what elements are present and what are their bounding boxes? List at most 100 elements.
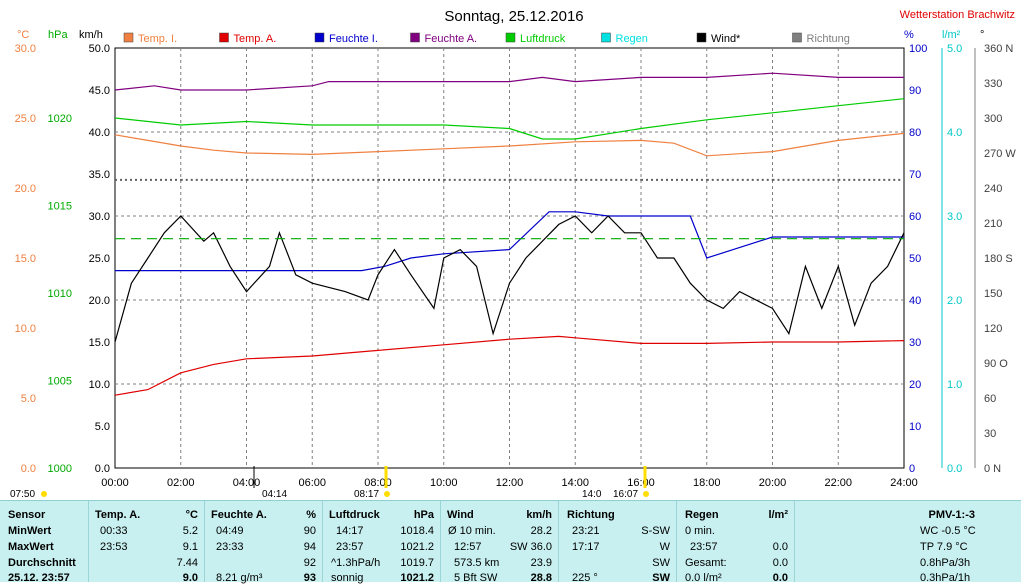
row-label-max: MaxWert bbox=[8, 541, 54, 553]
regen-total: 0.0 bbox=[772, 557, 788, 569]
direction-tick: 240 bbox=[984, 183, 1002, 195]
richtung-avg: SW bbox=[652, 557, 670, 569]
direction-tick: 30 bbox=[984, 428, 996, 440]
humidity-tick: 90 bbox=[909, 85, 921, 97]
time-tick: 08:00 bbox=[364, 477, 392, 489]
direction-tick: 300 bbox=[984, 113, 1002, 125]
sensor-header: Sensor bbox=[8, 509, 46, 521]
wind-avg10: 28.2 bbox=[530, 525, 552, 537]
unit-wind: km/h bbox=[79, 29, 103, 41]
direction-tick: 150 bbox=[984, 288, 1002, 300]
temp-a-min: 5.2 bbox=[182, 525, 198, 537]
legend-swatch bbox=[123, 32, 134, 43]
wind-tick: 20.0 bbox=[89, 295, 110, 307]
direction-tick: 90 O bbox=[984, 358, 1008, 370]
unit-temp: °C bbox=[17, 29, 29, 41]
luftdruck-min-time: 14:17 bbox=[336, 525, 364, 537]
luftdruck-trend: ^1.3hPa/h bbox=[331, 557, 381, 569]
pressure-tick: 1010 bbox=[48, 288, 72, 300]
direction-tick: 120 bbox=[984, 323, 1002, 335]
regen-header: Regen bbox=[685, 509, 719, 521]
humidity-tick: 80 bbox=[909, 127, 921, 139]
time-tick: 12:00 bbox=[496, 477, 524, 489]
legend-label: Wind* bbox=[711, 33, 741, 45]
time-tick: 00:00 bbox=[101, 477, 129, 489]
richtung-max-time: 17:17 bbox=[572, 541, 600, 553]
unit-direction: ° bbox=[980, 29, 984, 41]
sun-icon bbox=[643, 491, 649, 497]
direction-tick: 180 S bbox=[984, 253, 1013, 265]
legend-label: Temp. A. bbox=[234, 33, 277, 45]
wind-tick: 15.0 bbox=[89, 337, 110, 349]
richtung-degrees: 225 ° bbox=[572, 572, 598, 584]
legend-label: Feuchte A. bbox=[425, 33, 478, 45]
legend-swatch bbox=[792, 32, 802, 43]
rain-tick: 2.0 bbox=[947, 295, 962, 307]
temp-tick: 15.0 bbox=[15, 253, 36, 265]
rain-tick: 0.0 bbox=[947, 463, 962, 475]
luftdruck-current: 1021.2 bbox=[400, 572, 434, 584]
regen-current: 0.0 bbox=[772, 572, 788, 584]
temp-a-avg: 7.44 bbox=[176, 557, 198, 569]
legend-swatch bbox=[410, 32, 420, 43]
richtung-max: W bbox=[659, 541, 670, 553]
legend-label: Feuchte I. bbox=[329, 33, 378, 45]
time-tick: 14:00 bbox=[561, 477, 589, 489]
rain-tick: 5.0 bbox=[947, 43, 962, 55]
luftdruck-column: Luftdruck hPa 14:17 1018.4 23:57 1021.2 … bbox=[322, 501, 441, 584]
sun-icon bbox=[41, 491, 47, 497]
feuchte-a-column: Feuchte A. % 04:49 90 23:33 94 92 8.21 g… bbox=[204, 501, 323, 584]
temp-a-min-time: 00:33 bbox=[100, 525, 128, 537]
richtung-min-time: 23:21 bbox=[572, 525, 600, 537]
series-temp-a bbox=[114, 335, 905, 396]
luftdruck-forecast: sonnig bbox=[331, 572, 364, 584]
time-tick: 06:00 bbox=[298, 477, 326, 489]
unit-rain: l/m² bbox=[942, 29, 961, 41]
wind-tick: 50.0 bbox=[89, 43, 110, 55]
temp-a-header: Temp. A. bbox=[95, 509, 141, 521]
chart-title: Sonntag, 25.12.2016 bbox=[444, 8, 583, 25]
regen-unit: l/m² bbox=[768, 509, 788, 521]
feuchte-a-current: 93 bbox=[303, 572, 316, 584]
humidity-tick: 100 bbox=[909, 43, 927, 55]
row-label-min: MinWert bbox=[8, 525, 52, 537]
legend-swatch bbox=[696, 32, 707, 43]
regen-column: Regen l/m² 0 min. 23:57 0.0 Gesamt: 0.0 … bbox=[676, 501, 795, 584]
chart-grid bbox=[114, 47, 905, 469]
humidity-tick: 0 bbox=[909, 463, 915, 475]
pressure-tick: 1015 bbox=[48, 201, 72, 213]
legend-label: Richtung bbox=[807, 33, 850, 45]
pmv-column: PMV-1:-3 WC -0.5 °C TP 7.9 °C 0.8hPa/3h … bbox=[794, 501, 1021, 584]
richtung-current: SW bbox=[652, 572, 670, 584]
time-tick: 18:00 bbox=[693, 477, 721, 489]
temp-a-max: 9.1 bbox=[182, 541, 198, 553]
chart-legend: Temp. I. Temp. A. Feuchte I. Feuchte A. Luft… bbox=[123, 32, 850, 45]
wind-avg10-label: Ø 10 min. bbox=[448, 525, 496, 537]
richtung-min: S-SW bbox=[641, 525, 670, 537]
row-label-current: 25.12. 23:57 bbox=[8, 572, 70, 584]
pressure-tick: 1000 bbox=[48, 463, 72, 475]
series-luftdruck bbox=[114, 98, 905, 140]
time-tick: 24:00 bbox=[890, 477, 918, 489]
direction-tick: 330 bbox=[984, 78, 1002, 90]
wind-max: SW 36.0 bbox=[509, 541, 552, 553]
feuchte-a-avg: 92 bbox=[303, 557, 316, 569]
feuchte-a-header: Feuchte A. bbox=[211, 509, 267, 521]
regen-max: 0.0 bbox=[772, 541, 788, 553]
richtung-header: Richtung bbox=[567, 509, 615, 521]
stats-panel: Sensor MinWert MaxWert Durchschnitt 25.1… bbox=[0, 500, 1021, 584]
series-wind bbox=[114, 215, 905, 343]
time-tick: 16:00 bbox=[627, 477, 655, 489]
wind-header: Wind bbox=[447, 509, 474, 521]
rain-tick: 4.0 bbox=[947, 127, 962, 139]
wind-beaufort: 5 Bft SW bbox=[454, 572, 498, 584]
regen-rate: 0.0 l/m² bbox=[685, 572, 722, 584]
legend-label: Regen bbox=[616, 33, 648, 45]
luftdruck-unit: hPa bbox=[413, 509, 434, 521]
feuchte-a-min-time: 04:49 bbox=[216, 525, 244, 537]
feuchte-a-abs: 8.21 g/m³ bbox=[216, 572, 263, 584]
pmv-trend-3h: 0.8hPa/3h bbox=[920, 557, 971, 569]
rain-tick: 3.0 bbox=[947, 211, 962, 223]
sun-icon bbox=[384, 491, 390, 497]
wind-column: Wind km/h Ø 10 min. 28.2 12:57 SW 36.0 5… bbox=[440, 501, 559, 584]
